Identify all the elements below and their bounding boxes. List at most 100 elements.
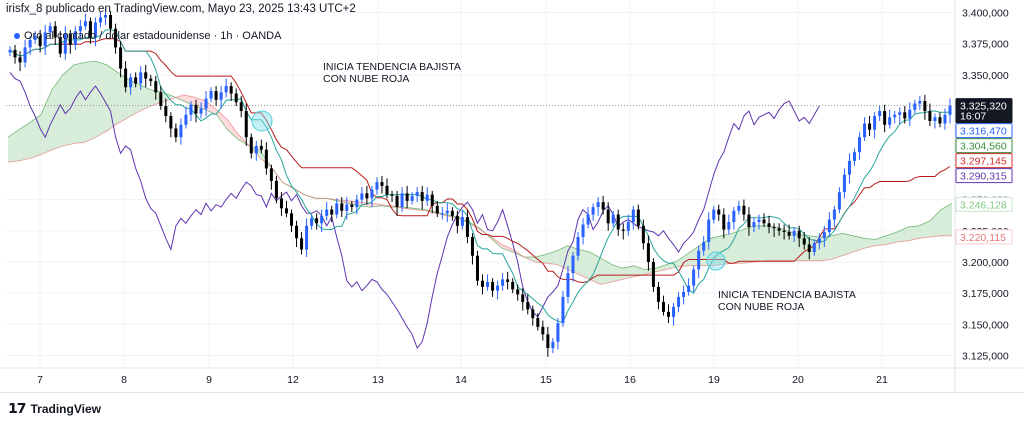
y-tick-label: 3.125,000 [962, 351, 1009, 363]
candlestick-series [8, 7, 952, 357]
candle-body [863, 123, 867, 138]
annotation-first-line1: INICIA TENDENCIA BAJISTA [323, 61, 461, 73]
price-badge: 3.220,115 [955, 229, 1013, 245]
candle-body [918, 101, 922, 104]
candle-body [259, 145, 263, 150]
cloud-segment [732, 229, 744, 264]
candle-body [787, 232, 791, 236]
cloud-segment [743, 225, 755, 264]
candle-body [470, 237, 474, 256]
cloud-segment [556, 245, 568, 270]
publisher-line: irisfx_8 publicado en TradingView.com, M… [6, 3, 356, 15]
candle-body [501, 279, 505, 286]
price-badge: 3.316,470 [955, 123, 1013, 139]
candle-body [732, 210, 736, 223]
tradingview-icon: 𝟭𝟳 [8, 400, 27, 416]
candle-body [526, 301, 530, 310]
cloud-segment [853, 235, 865, 252]
cloud-segment [128, 79, 140, 118]
candle-body [149, 78, 153, 82]
time-axis[interactable]: 7 8 9 12 13 14 15 16 19 20 21 [0, 367, 1024, 386]
candle-body [430, 194, 434, 206]
y-tick-label: 3.200,000 [962, 257, 1009, 269]
candle-body [827, 219, 831, 233]
candle-body [641, 225, 645, 244]
candle-body [194, 104, 198, 114]
y-tick-label: 3.150,000 [962, 319, 1009, 331]
cloud-segment [655, 264, 667, 272]
candle-body [812, 243, 816, 252]
candle-body [345, 204, 349, 211]
candle-body [450, 210, 454, 216]
cloud-segment [29, 114, 41, 159]
x-tick-label: 9 [206, 374, 212, 386]
price-badge: 3.297,145 [955, 153, 1013, 169]
candle-body [315, 218, 319, 224]
symbol-title[interactable]: Oro al contado / dólar estadounidense · … [14, 30, 281, 42]
price-badge-box [955, 123, 1013, 139]
x-tick-label: 14 [455, 374, 467, 386]
candle-body [179, 124, 183, 138]
candle-body [139, 72, 143, 84]
price-badge-box [955, 138, 1013, 154]
candle-body [310, 218, 314, 226]
candle-body [360, 193, 364, 200]
cloud-segment [776, 227, 788, 261]
candle-body [380, 182, 384, 186]
candle-body [159, 92, 163, 107]
cloud-segment [864, 238, 876, 249]
candle-body [702, 242, 706, 251]
candle-body [626, 222, 630, 231]
candle-body [546, 334, 550, 349]
candle-body [656, 286, 660, 302]
cloud-segment [545, 250, 557, 265]
cloud-segment [51, 74, 63, 150]
price-badge-box [955, 229, 1013, 245]
candle-body [335, 203, 339, 215]
cloud-segment [622, 265, 634, 280]
candle-body [677, 296, 681, 307]
candle-body [541, 326, 545, 335]
cloud-segment [139, 84, 151, 112]
y-tick-label: 3.350,000 [962, 70, 1009, 82]
candle-body [119, 47, 123, 69]
candle-body [631, 209, 635, 223]
candle-body [536, 318, 540, 327]
candle-body [948, 106, 952, 115]
candle-body [83, 21, 87, 27]
candle-body [174, 128, 178, 138]
candle-body [596, 202, 600, 208]
price-badge-label: 3.325,320 [960, 101, 1007, 113]
candle-body [415, 192, 419, 196]
candle-body [606, 209, 610, 224]
candle-body [254, 145, 258, 154]
candle-body [475, 255, 479, 281]
tradingview-logo[interactable]: 𝟭𝟳 TradingView [8, 400, 101, 417]
ichimoku-lines [6, 29, 955, 349]
price-badge-label: 3.290,315 [960, 171, 1007, 183]
candle-body [295, 225, 299, 239]
price-badge: 3.246,128 [955, 196, 1013, 212]
candle-body [576, 237, 580, 256]
x-tick-label: 16 [624, 374, 636, 386]
cloud-segment [183, 94, 195, 107]
symbol-label: Oro al contado / dólar estadounidense · … [24, 30, 282, 42]
candle-body [752, 222, 756, 228]
cloud-segment [370, 203, 382, 208]
price-badge: 3.290,315 [955, 168, 1013, 184]
candle-body [782, 230, 786, 233]
candle-body [531, 309, 535, 319]
candle-body [405, 193, 409, 201]
candle-body [400, 193, 404, 208]
candle-body [420, 192, 424, 201]
cloud-segment [84, 61, 96, 143]
candle-body [496, 285, 500, 291]
candle-body [48, 26, 52, 33]
candle-body [395, 195, 399, 208]
candle-body [777, 228, 781, 231]
cloud-segment [875, 235, 887, 246]
candle-body [903, 112, 907, 119]
cloud-segment [40, 89, 52, 155]
